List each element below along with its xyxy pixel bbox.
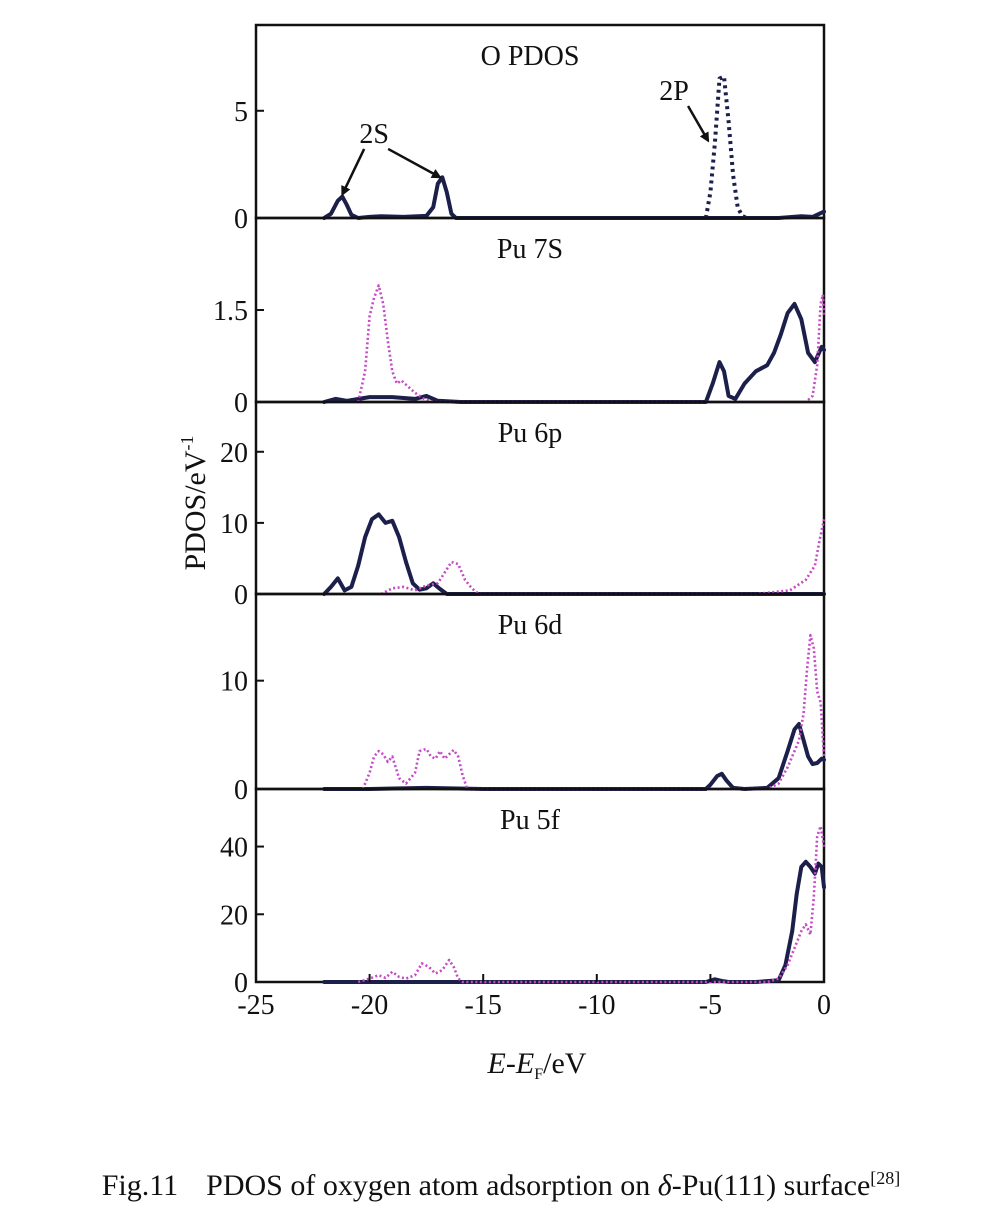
figure-caption: Fig.11 PDOS of oxygen atom adsorption on … [0, 1168, 1002, 1203]
series-solid-line [322, 859, 826, 984]
y-tick-label: 0 [234, 204, 248, 235]
caption-reference: [28] [870, 1168, 901, 1188]
panel-1: Pu 7S 0 1.5 [213, 216, 826, 419]
y-axis-label-exponent: -1 [177, 435, 197, 450]
caption-delta: δ [657, 1169, 672, 1202]
y-tick-label: 1.5 [213, 296, 248, 327]
series-dotted-line [380, 519, 826, 596]
y-tick-label: 20 [220, 438, 248, 469]
x-tick-label: -10 [578, 990, 615, 1021]
x-tick-label: -20 [351, 990, 388, 1021]
panel-title: Pu 7S [497, 234, 563, 265]
annotation-arrow [387, 147, 442, 179]
annotation-label: 2P [659, 76, 689, 107]
panel-title: Pu 5f [500, 805, 561, 836]
y-tick-label: 40 [220, 833, 248, 864]
y-tick-label: 0 [234, 580, 248, 611]
y-tick-label: 0 [234, 968, 248, 999]
y-tick-label: 10 [220, 667, 248, 698]
annotation-arrow [341, 148, 366, 197]
series-solid-line [322, 301, 826, 404]
x-tick-label: -5 [699, 990, 722, 1021]
x-axis-label-e: E [487, 1047, 506, 1080]
x-axis-label-sub: F [534, 1066, 543, 1083]
x-tick-label: 0 [817, 990, 831, 1021]
y-tick-label: 5 [234, 97, 248, 128]
series-dotted-line [357, 824, 826, 984]
y-tick-label: 0 [234, 775, 248, 806]
x-axis-label-ef: E [515, 1047, 534, 1080]
caption-text: PDOS of oxygen atom adsorption on [206, 1169, 658, 1202]
y-tick-label: 0 [234, 388, 248, 419]
x-axis-label-unit: /eV [543, 1047, 587, 1080]
panel-3: Pu 6d 0 10 [220, 592, 826, 806]
annotation-arrow [686, 105, 710, 143]
panel-0: O PDOS 0 5 2S 2P [234, 23, 826, 235]
y-tick-label: 20 [220, 900, 248, 931]
series-dotted-line [356, 284, 826, 404]
caption-label: Fig.11 [101, 1169, 179, 1202]
x-tick-label: -25 [237, 990, 274, 1021]
x-axis-label-dash: - [506, 1047, 516, 1080]
annotation-label: 2S [359, 119, 389, 150]
panel-title: O PDOS [481, 41, 580, 72]
y-tick-label: 10 [220, 509, 248, 540]
y-axis-label: PDOS/eV-1 [177, 435, 212, 570]
panel-title: Pu 6d [498, 610, 563, 641]
x-axis: -25 -20 -15 -10 -5 0 [237, 974, 831, 1021]
panel-4: Pu 5f 0 20 40 [220, 787, 826, 999]
series-dotted-line [703, 74, 748, 220]
x-axis-label: E-EF/eV [487, 1047, 587, 1083]
y-axis-label-base: PDOS/eV [179, 450, 212, 570]
series-solid-line [322, 175, 826, 220]
caption-text-after: -Pu(111) surface [671, 1169, 871, 1202]
panel-2: Pu 6p 0 10 20 [220, 400, 826, 611]
series-solid-line [322, 512, 826, 596]
series-dotted-line [361, 633, 826, 791]
panel-title: Pu 6p [498, 418, 563, 449]
x-tick-label: -15 [465, 990, 502, 1021]
